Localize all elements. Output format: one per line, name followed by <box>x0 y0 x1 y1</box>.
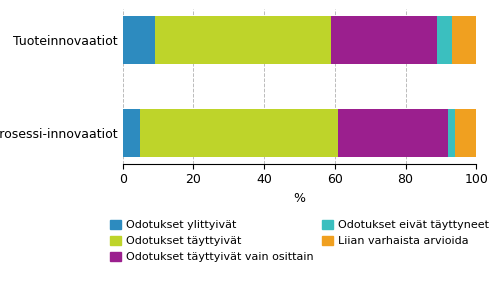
Bar <box>155 16 331 64</box>
Bar <box>123 16 155 64</box>
Bar <box>437 16 452 64</box>
Bar <box>448 108 455 157</box>
Legend: Odotukset ylittyivät, Odotukset täyttyivät, Odotukset täyttyivät vain osittain, : Odotukset ylittyivät, Odotukset täyttyiv… <box>106 215 491 267</box>
Bar <box>455 108 476 157</box>
X-axis label: %: % <box>294 192 305 205</box>
Bar <box>452 16 476 64</box>
Bar <box>140 108 338 157</box>
Bar <box>331 16 437 64</box>
Bar <box>338 108 448 157</box>
Bar <box>123 108 140 157</box>
